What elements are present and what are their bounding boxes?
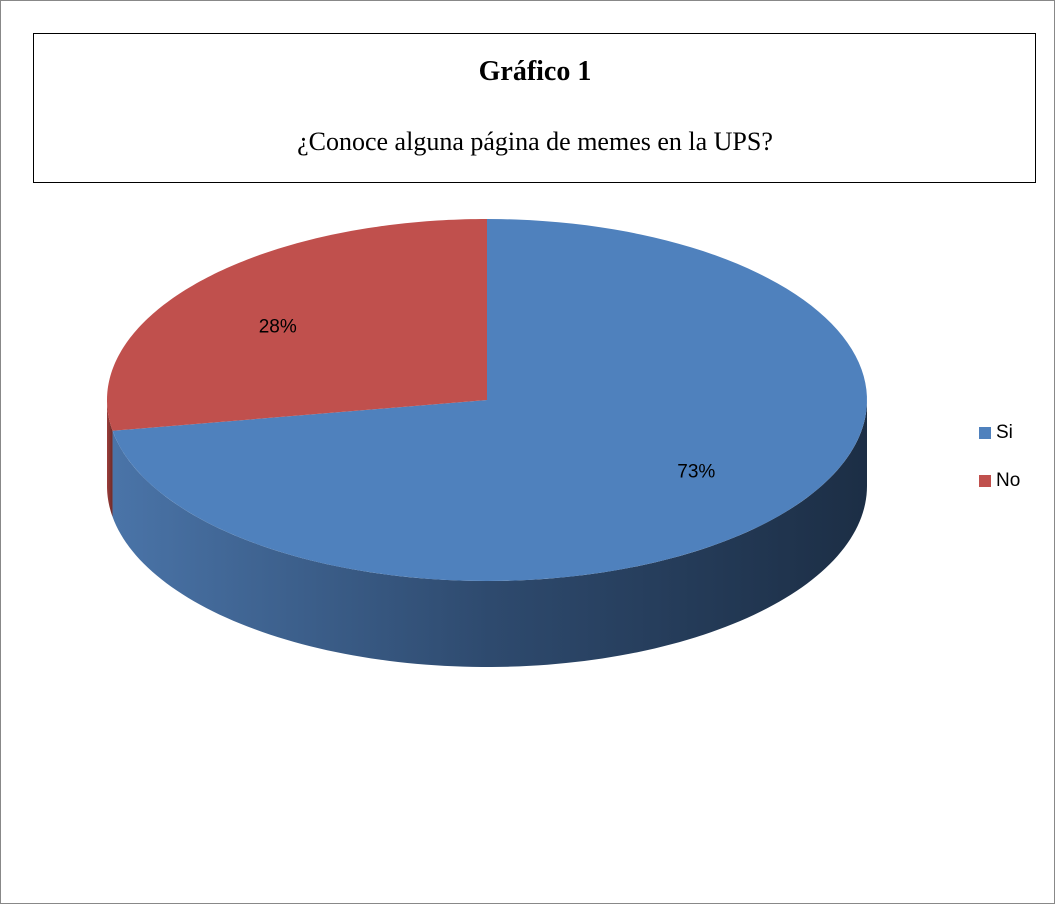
legend-label: Si bbox=[996, 422, 1013, 443]
data-label: 73% bbox=[677, 461, 715, 482]
data-label: 28% bbox=[259, 317, 297, 338]
legend-swatch bbox=[979, 427, 991, 439]
pie-side bbox=[112, 400, 868, 667]
title-box bbox=[33, 33, 1036, 183]
legend-swatch bbox=[979, 475, 991, 487]
chart-subtitle: ¿Conoce alguna página de memes en la UPS… bbox=[297, 127, 773, 156]
pie-slice bbox=[112, 219, 867, 581]
pie-slice bbox=[107, 219, 487, 431]
chart-title: Gráfico 1 bbox=[479, 56, 592, 87]
pie-side bbox=[107, 400, 113, 517]
legend-label: No bbox=[996, 470, 1020, 491]
